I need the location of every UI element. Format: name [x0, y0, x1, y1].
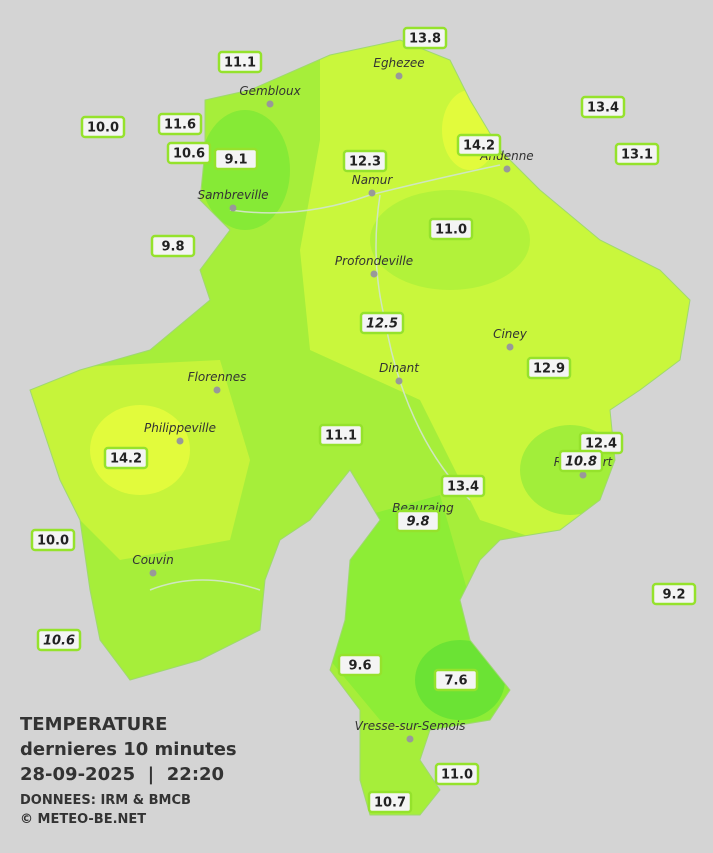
city-marker — [213, 386, 221, 394]
city-marker — [266, 100, 274, 108]
station-box — [213, 147, 259, 171]
station-temperature: 7.6 — [444, 674, 467, 689]
station-box — [402, 26, 448, 50]
station-temperature: 10.6 — [43, 634, 75, 649]
station-box — [651, 582, 697, 606]
city-marker — [506, 343, 514, 351]
station-box — [440, 474, 486, 498]
station-box — [434, 762, 480, 786]
station-box — [456, 133, 502, 157]
station-box — [36, 628, 82, 652]
station-box — [395, 509, 441, 533]
city-marker — [503, 165, 511, 173]
station-box — [80, 115, 126, 139]
station-temperature: 9.1 — [224, 153, 247, 168]
station-temperature: 12.9 — [533, 362, 565, 377]
station-temperature: 11.0 — [441, 768, 473, 783]
station-box — [166, 141, 212, 165]
station-temperature: 14.2 — [110, 452, 142, 467]
station-temperature: 12.3 — [349, 155, 381, 170]
city-marker — [395, 72, 403, 80]
station-temperature: 12.5 — [366, 317, 398, 332]
city-marker — [395, 377, 403, 385]
station-box — [367, 790, 413, 814]
station-box — [30, 528, 76, 552]
city-label: Profondeville — [335, 254, 413, 268]
station-temperature: 9.2 — [662, 588, 685, 603]
station-temperature: 9.8 — [406, 515, 429, 530]
city-marker — [229, 204, 237, 212]
station-temperature: 12.4 — [585, 437, 617, 452]
legend-subtitle: dernieres 10 minutes — [20, 739, 237, 760]
city-label: Sambreville — [197, 188, 268, 202]
city-marker — [579, 471, 587, 479]
city-label: Ciney — [493, 327, 528, 341]
legend-datetime: 28-09-2025 | 22:20 — [20, 764, 224, 785]
city-marker — [176, 437, 184, 445]
station-temperature: 13.4 — [447, 480, 479, 495]
station-temperature: 9.6 — [348, 659, 371, 674]
station-temperature: 11.1 — [325, 429, 357, 444]
city-label: Vresse-sur-Semois — [355, 719, 466, 733]
station-temperature: 10.6 — [173, 147, 205, 162]
station-box — [580, 95, 626, 119]
station-temperature: 11.0 — [435, 223, 467, 238]
station-box — [217, 50, 263, 74]
city-label: Namur — [352, 173, 394, 187]
city-marker — [368, 189, 376, 197]
station-box — [103, 446, 149, 470]
city-label: Philippeville — [144, 421, 216, 435]
city-label: Eghezee — [373, 56, 424, 70]
station-box — [359, 311, 405, 335]
station-box — [526, 356, 572, 380]
legend-title: TEMPERATURE — [20, 714, 167, 735]
city-marker — [149, 569, 157, 577]
city-marker — [406, 735, 414, 743]
station-temperature: 10.0 — [87, 121, 119, 136]
station-temperature: 11.6 — [164, 118, 196, 133]
city-label: Florennes — [188, 370, 247, 384]
station-temperature: 11.1 — [224, 56, 256, 71]
station-box — [342, 149, 388, 173]
station-temperature: 13.8 — [409, 32, 441, 47]
station-temperature: 14.2 — [463, 139, 495, 154]
station-box — [614, 142, 660, 166]
station-temperature: 9.8 — [161, 240, 184, 255]
legend-source: DONNEES: IRM & BMCB — [20, 793, 191, 808]
station-box — [558, 449, 604, 473]
station-temperature: 10.7 — [374, 796, 406, 811]
city-marker — [370, 270, 378, 278]
station-temperature: 10.8 — [565, 455, 597, 470]
city-label: Couvin — [132, 553, 173, 567]
station-box — [337, 653, 383, 677]
station-temperature: 10.0 — [37, 534, 69, 549]
station-box — [428, 217, 474, 241]
station-box — [150, 234, 196, 258]
station-box — [433, 668, 479, 692]
legend-copyright: © METEO-BE.NET — [20, 812, 146, 827]
station-temperature: 13.4 — [587, 101, 619, 116]
station-box — [157, 112, 203, 136]
city-label: Dinant — [379, 361, 420, 375]
station-temperature: 13.1 — [621, 148, 653, 163]
station-box — [318, 423, 364, 447]
city-label: Gembloux — [239, 84, 301, 98]
